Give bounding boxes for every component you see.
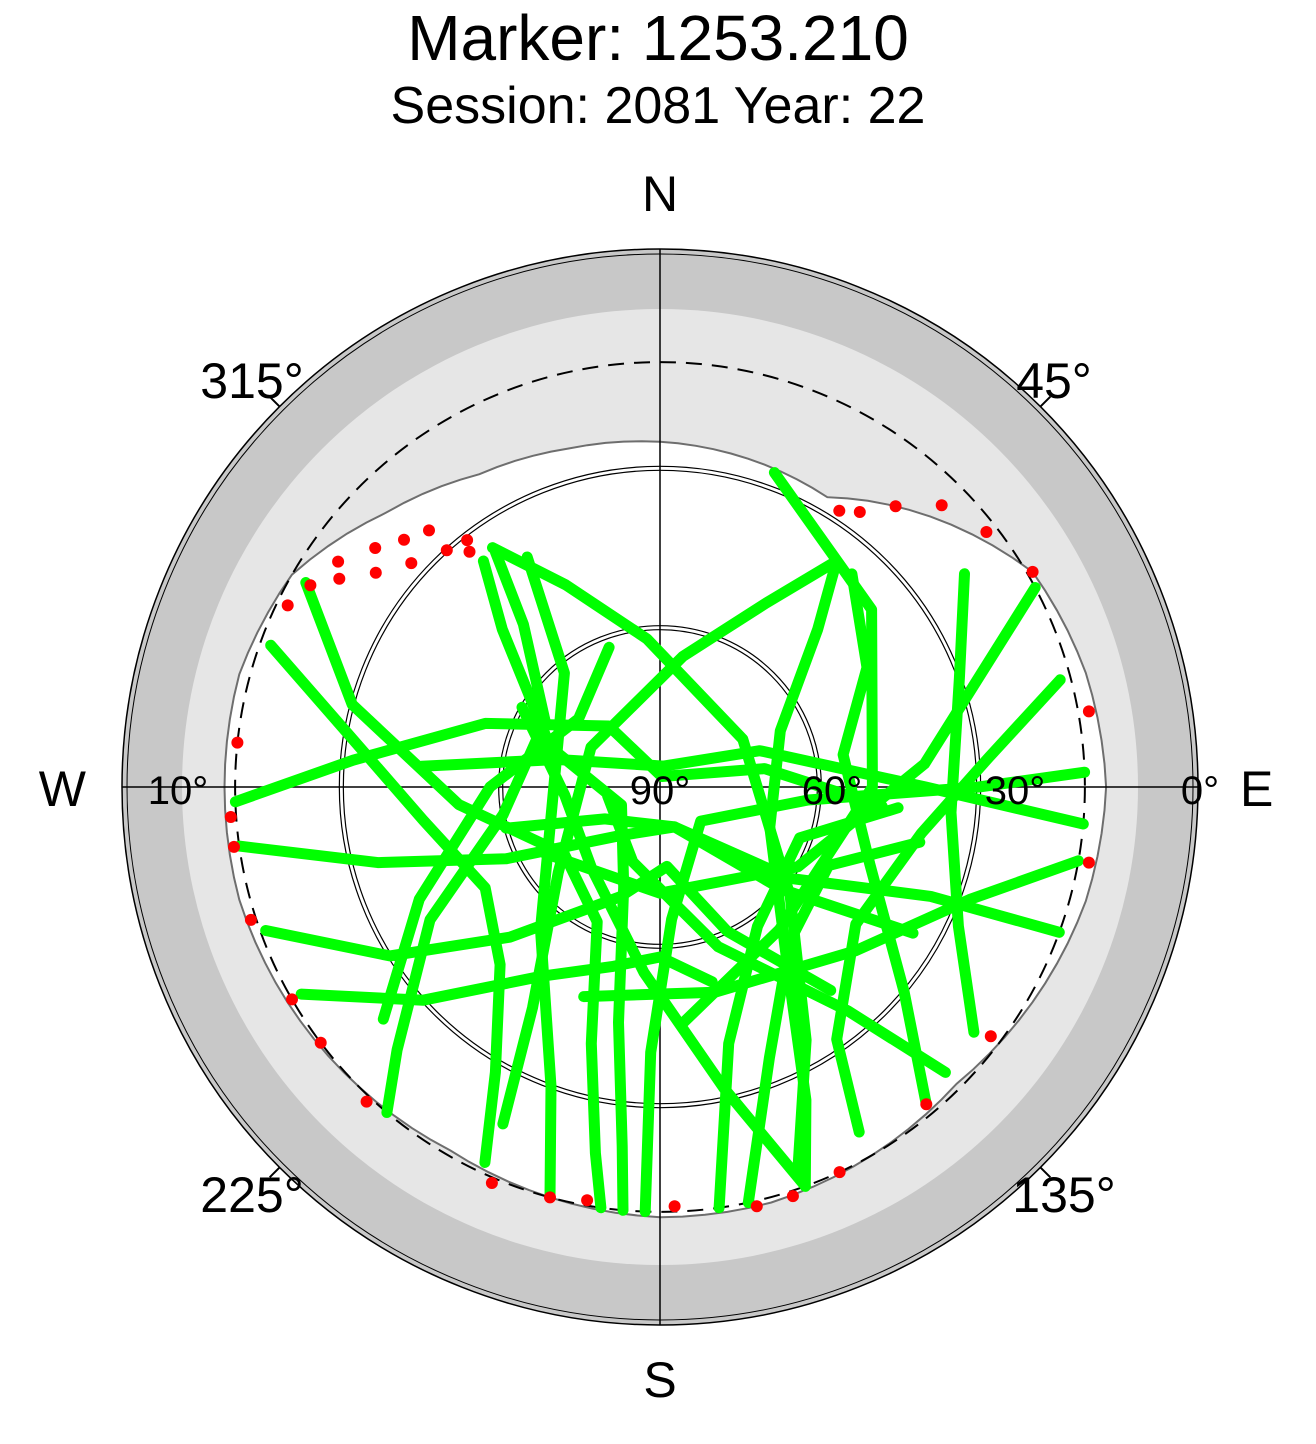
flagged-point-23 [668,1200,681,1213]
flagged-point-19 [360,1095,373,1108]
flagged-point-13 [231,736,244,749]
flagged-point-16 [244,913,257,926]
flagged-point-10 [461,534,474,547]
elevation-label-90: 90° [630,769,691,813]
flagged-point-14 [224,811,237,823]
track-17 [639,766,1091,1218]
flagged-point-21 [544,1191,556,1204]
flagged-point-18 [314,1036,327,1049]
flagged-point-9 [423,524,435,537]
azimuth-label-45: 45° [1016,353,1092,409]
label-south: S [643,1352,676,1408]
grid [122,249,1198,1325]
flagged-point-26 [833,1166,846,1179]
azimuth-tick-225 [268,1166,281,1179]
flagged-point-5 [333,572,346,585]
flagged-point-30 [1082,705,1095,718]
satellite-tracks [229,467,1091,1218]
flagged-point-36 [833,504,846,517]
flagged-point-11 [369,542,382,554]
flagged-point-29 [1082,856,1095,869]
flagged-point-32 [980,526,993,538]
azimuth-tick-45 [1039,395,1052,408]
azimuth-tick-315 [268,395,281,408]
flagged-point-3 [405,557,418,570]
track-24 [578,855,1084,1003]
track-9 [487,542,812,1172]
azimuth-label-225: 225° [200,1167,303,1223]
track-11 [497,555,843,1130]
flagged-point-20 [485,1177,498,1189]
flagged-point-2 [440,544,453,557]
flagged-observations [224,499,1095,1213]
flagged-point-34 [889,500,902,513]
azimuth-label-135: 135° [1012,1167,1115,1223]
flagged-point-12 [332,555,345,568]
chart-title: Marker: 1253.210 [407,2,909,74]
flagged-point-4 [369,566,382,579]
elevation-label-30: 30° [985,769,1046,813]
label-north: N [642,166,678,222]
elevation-label-10-west: 10° [148,769,209,813]
elevation-label-60: 60° [802,769,863,813]
track-20 [377,641,615,1025]
flagged-point-25 [786,1190,799,1203]
flagged-point-8 [398,533,410,546]
track-14 [831,674,1066,1138]
flagged-point-27 [920,1098,933,1111]
flagged-point-17 [286,993,298,1006]
track-8 [381,546,551,1118]
track-22 [516,701,811,1192]
track-6 [265,639,506,1168]
flagged-point-31 [1026,565,1039,578]
flagged-point-7 [281,599,294,612]
track-5 [300,577,607,1214]
flagged-point-22 [581,1194,594,1207]
chart-subtitle: Session: 2081 Year: 22 [390,77,926,135]
label-east: E [1240,761,1273,817]
flagged-point-6 [304,579,317,592]
track-13 [945,568,980,1038]
track-25 [539,582,1041,899]
track-26 [675,467,878,1031]
track-10 [764,555,843,1192]
label-west: W [39,761,87,817]
flagged-point-28 [984,1030,997,1043]
flagged-point-15 [228,840,240,853]
flagged-point-35 [853,506,866,518]
flagged-point-24 [750,1200,763,1213]
flagged-point-33 [935,499,948,512]
azimuth-label-315: 315° [200,353,303,409]
azimuth-tick-135 [1039,1166,1052,1179]
track-23 [602,790,951,1078]
flagged-point-1 [463,545,476,558]
elevation-label-0: 0° [1181,769,1219,813]
track-19 [742,836,926,1209]
axis-labels: N S E W 45° 135° 225° 315° 90° 60° 30° 0… [39,166,1274,1408]
